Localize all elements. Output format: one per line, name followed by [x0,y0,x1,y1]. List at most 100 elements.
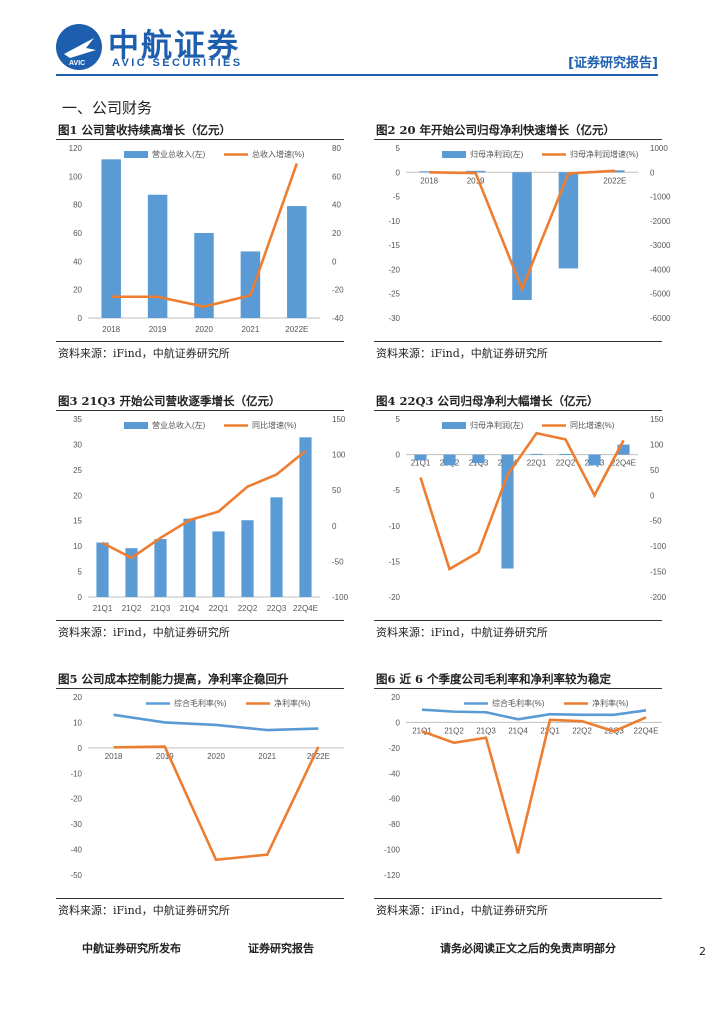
y-tick-label-left: 20 [73,491,82,500]
figure-3-title: 图3 21Q3 开始公司营收逐季增长（亿元） [58,394,281,408]
x-tick-label: 21Q1 [411,459,431,468]
series-line [101,450,307,560]
figure-2-title: 图2 20 年开始公司归母净利快速增长（亿元） [376,123,616,137]
y-tick-label-right: -50 [650,517,662,526]
x-tick-label: 21Q3 [476,726,496,735]
bar [558,172,579,269]
y-tick-label-right: 100 [332,451,346,460]
company-logo: AVIC 中航证券 AVIC SECURITIES [56,20,256,74]
y-tick-label-right: -6000 [650,314,671,323]
y-tick-label-left: 100 [69,172,83,181]
x-tick-label: 2022E [603,176,626,185]
y-tick-label-left: -10 [388,522,400,531]
legend-label: 营业总收入(左) [152,149,206,159]
y-tick-label-left: -50 [70,871,82,880]
figure-3-source: 资料来源：iFind，中航证券研究所 [58,626,230,639]
y-tick-label-left: -30 [70,820,82,829]
x-tick-label: 2018 [105,752,123,761]
series-line [421,716,647,854]
y-tick-label-right: 20 [332,229,341,238]
section-title: 一、公司财务 [62,99,153,117]
figure-6-source: 资料来源：iFind，中航证券研究所 [376,904,548,917]
bar [414,454,427,461]
figure-5-chart: -50 -40 -30 -20 -10 0 10 20 2018 2019 2020 2021 2022… [56,689,354,897]
bar [512,172,532,301]
figure-2-title-rule [374,139,662,140]
y-tick-label-right: 0 [332,522,337,531]
x-tick-label: 22Q4E [293,604,318,613]
y-tick-label-left: -30 [388,314,400,323]
chart-svg: -20-15-10-505-200-150-100-5005010015021Q… [388,415,667,602]
y-tick-label-left: -20 [388,744,400,753]
figure-5-source: 资料来源：iFind，中航证券研究所 [58,904,230,917]
y-tick-label-left: 10 [73,718,82,727]
y-tick-label-left: 15 [73,517,82,526]
y-tick-label-left: -5 [393,193,401,202]
y-tick-label-left: 5 [78,568,83,577]
bar [465,170,486,173]
legend-label: 综合毛利率(%) [492,698,545,708]
x-tick-label: 22Q4E [634,726,659,735]
y-tick-label-right: 80 [332,144,341,153]
y-tick-label-right: -40 [332,314,344,323]
x-tick-label: 2021 [242,325,260,334]
y-tick-label-left: 35 [73,415,82,424]
y-tick-label-left: -15 [388,241,400,250]
x-tick-label: 2019 [156,752,174,761]
x-tick-label: 22Q4E [611,459,636,468]
figure-6-title: 图6 近 6 个季度公司毛利率和净利率较为稳定 [376,672,612,686]
chart-svg: -50 -40 -30 -20 -10 0 10 20 2018 2019 2020 2021 2022… [70,693,344,880]
x-tick-label: 21Q2 [444,726,464,735]
x-tick-label: 22Q1 [540,726,560,735]
bar [194,233,214,318]
figure-4-bottom-rule [374,620,662,621]
legend-label: 综合毛利率(%) [174,698,227,708]
legend-swatch-bar [442,151,466,158]
figure-2-source: 资料来源：iFind，中航证券研究所 [376,347,548,360]
bar [154,539,167,597]
y-tick-label-left: -20 [70,795,82,804]
bar [101,159,121,318]
y-tick-label-right: 150 [650,415,664,424]
series-line [421,708,647,721]
x-tick-label: 21Q1 [93,604,113,613]
y-tick-label-right: -150 [650,568,667,577]
y-tick-label-left: -25 [388,290,400,299]
y-tick-label-right: -4000 [650,265,671,274]
x-tick-label: 2018 [420,176,438,185]
x-tick-label: 22Q2 [556,459,576,468]
legend-label: 净利率(%) [274,698,311,708]
bar [241,520,254,597]
figure-2-bottom-rule [374,341,662,342]
y-tick-label-left: 0 [78,593,83,602]
y-tick-label-left: 5 [396,415,401,424]
report-type-label: [证券研究报告] [568,56,658,71]
figure-1-title: 图1 公司营收持续高增长（亿元） [58,123,232,137]
y-tick-label-right: 100 [650,440,664,449]
y-tick-label-left: -20 [388,593,400,602]
y-tick-label-right: 40 [332,201,341,210]
y-tick-label-left: -15 [388,557,400,566]
y-tick-label-left: 10 [73,542,82,551]
chart-svg: 0 5 10 15 20 25 30 35 -100 -50 0 50 100 150 21Q1 21Q2 21… [73,415,348,613]
bar [501,454,514,569]
figure-5-title-rule [56,688,344,689]
series-line [113,745,320,862]
legend-label: 总收入增速(%) [252,149,305,159]
figure-1-bottom-rule [56,341,344,342]
chart-svg: -30 -25 -20 -15 -10 -5 0 5 -6000 -5000 -4000 -3000 -… [388,144,671,323]
avic-emblem-icon: AVIC [56,24,102,70]
legend-label: 营业总收入(左) [152,420,206,430]
bar [240,251,261,318]
legend-swatch-bar [124,422,148,429]
bar [183,518,196,597]
bar [530,453,543,455]
y-tick-label-right: -1000 [650,193,671,202]
legend-label: 同比增速(%) [252,420,297,430]
figure-3-chart: 0 5 10 15 20 25 30 35 -100 -50 0 50 100 150 21Q1 21Q2 21… [56,411,354,619]
figure-6-title-rule [374,688,662,689]
figure-5-bottom-rule [56,898,344,899]
y-tick-label-right: 0 [650,168,655,177]
bar [617,444,630,455]
page-number: 2 [699,945,706,958]
